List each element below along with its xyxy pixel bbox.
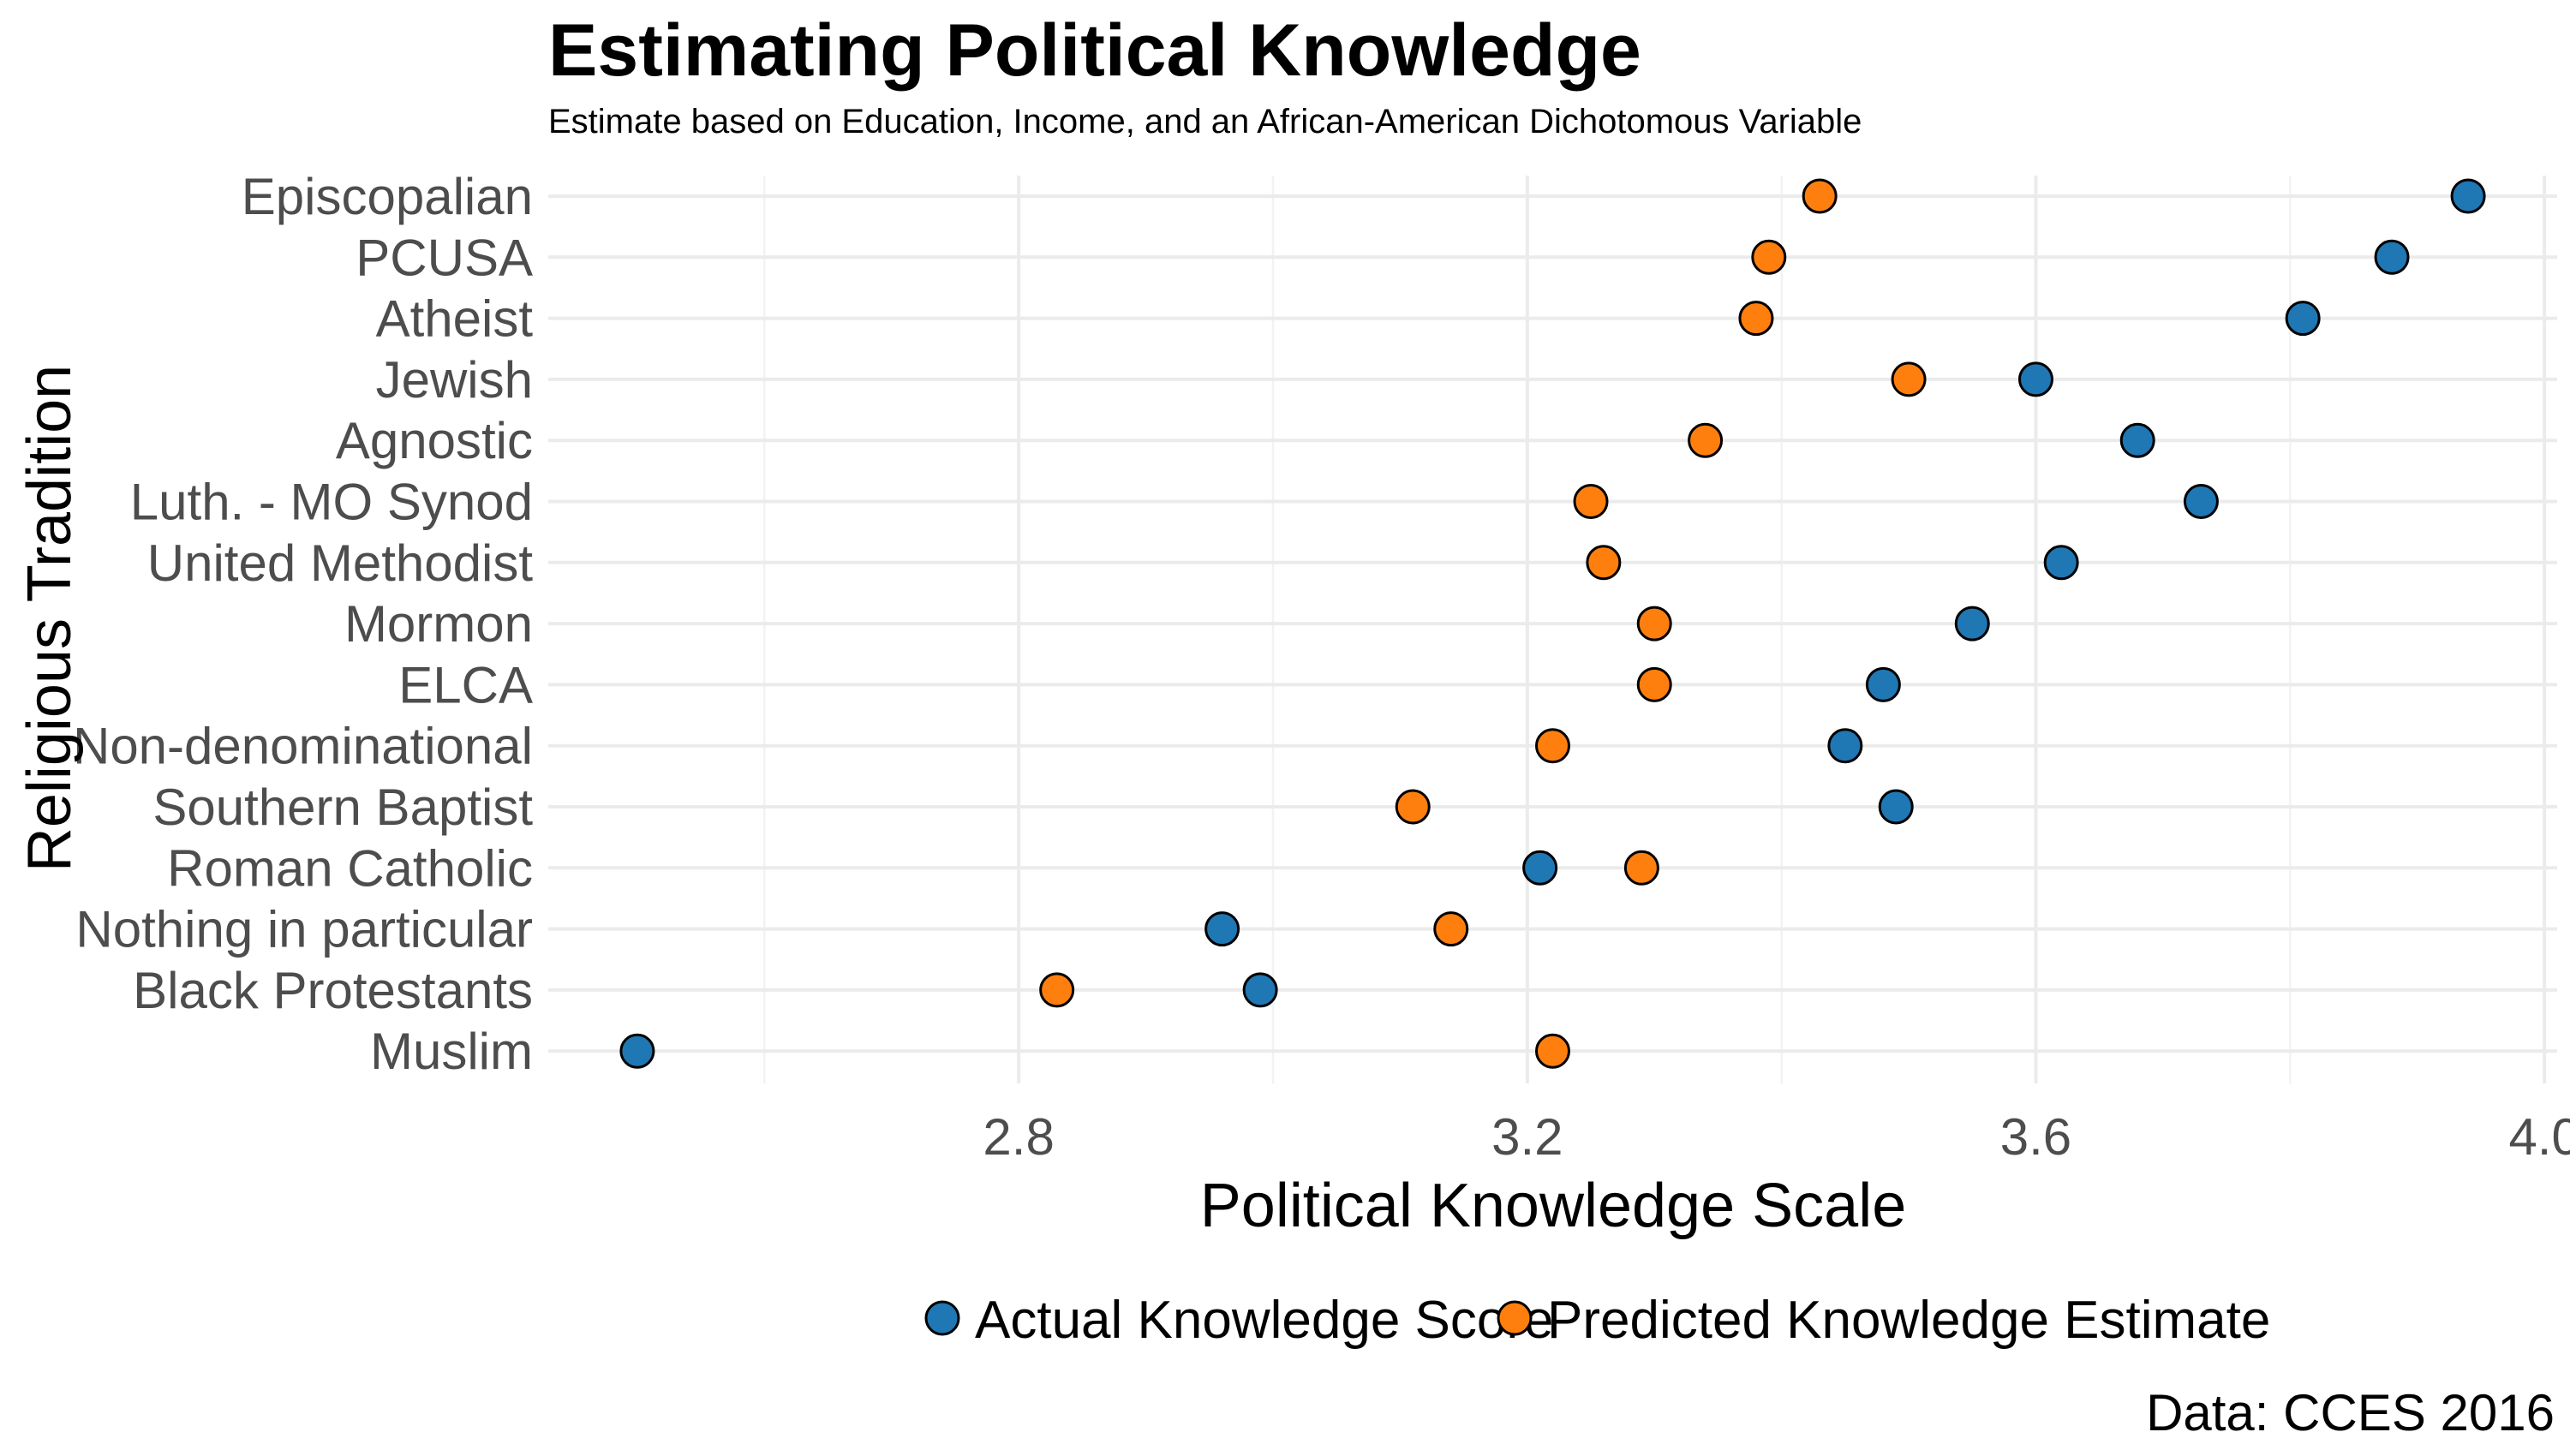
point-predicted xyxy=(1636,666,1672,702)
y-tick-label: Jewish xyxy=(376,351,533,409)
x-tick-label: 3.2 xyxy=(1491,1108,1563,1166)
x-tick-labels: 2.8 3.2 3.6 4.0 xyxy=(983,1108,2570,1166)
point-predicted xyxy=(1688,422,1724,458)
point-predicted xyxy=(1751,239,1787,275)
point-predicted xyxy=(1891,361,1927,397)
y-tick-label: United Methodist xyxy=(147,534,534,592)
point-predicted xyxy=(1573,484,1609,519)
point-actual xyxy=(2017,361,2053,397)
point-actual xyxy=(1878,789,1914,825)
legend-label-actual: Actual Knowledge Score xyxy=(975,1291,1554,1350)
point-actual xyxy=(1827,728,1863,764)
point-predicted xyxy=(1738,301,1774,337)
y-tick-label: Non-denominational xyxy=(73,718,533,775)
y-tick-label: PCUSA xyxy=(356,229,533,286)
legend: Actual Knowledge Score Predicted Knowled… xyxy=(924,1291,2270,1350)
y-tick-label: Mormon xyxy=(344,595,533,653)
grid xyxy=(548,176,2557,1083)
caption: Data: CCES 2016 xyxy=(2146,1384,2555,1441)
point-actual xyxy=(1242,972,1278,1008)
point-actual xyxy=(2119,422,2155,458)
y-tick-label: ELCA xyxy=(398,656,533,713)
y-tick-labels: EpiscopalianPCUSAAtheistJewishAgnosticLu… xyxy=(73,168,533,1080)
point-actual xyxy=(1865,666,1901,702)
y-tick-label: Southern Baptist xyxy=(152,779,533,836)
y-tick-label: Atheist xyxy=(376,290,534,348)
point-actual xyxy=(2043,545,2079,581)
legend-label-predicted: Predicted Knowledge Estimate xyxy=(1547,1291,2270,1350)
x-tick-label: 4.0 xyxy=(2508,1108,2570,1166)
y-tick-label: Luth. - MO Synod xyxy=(130,474,533,531)
point-predicted xyxy=(1623,850,1659,886)
point-predicted xyxy=(1586,545,1622,581)
point-predicted xyxy=(1395,789,1431,825)
chart-title: Estimating Political Knowledge xyxy=(548,9,1641,92)
x-axis-label: Political Knowledge Scale xyxy=(1200,1172,1906,1240)
point-actual xyxy=(2285,301,2321,337)
point-predicted xyxy=(1433,911,1469,947)
point-actual xyxy=(619,1033,655,1069)
point-actual xyxy=(1522,850,1558,886)
data-points xyxy=(619,178,2486,1069)
y-tick-label: Black Protestants xyxy=(133,962,533,1019)
point-actual xyxy=(2374,239,2410,275)
legend-key-actual xyxy=(924,1300,960,1336)
point-predicted xyxy=(1802,178,1838,214)
y-tick-label: Nothing in particular xyxy=(75,901,533,958)
point-predicted xyxy=(1039,972,1075,1008)
y-tick-label: Episcopalian xyxy=(242,168,533,225)
point-predicted xyxy=(1636,606,1672,641)
point-predicted xyxy=(1535,1033,1570,1069)
y-tick-label: Muslim xyxy=(370,1023,533,1080)
chart-subtitle: Estimate based on Education, Income, and… xyxy=(548,103,1862,140)
legend-key-predicted xyxy=(1497,1300,1533,1336)
point-actual xyxy=(1954,606,1990,641)
x-tick-label: 3.6 xyxy=(2000,1108,2071,1166)
y-tick-label: Agnostic xyxy=(336,412,533,469)
point-actual xyxy=(2450,178,2486,214)
point-actual xyxy=(1204,911,1240,947)
point-actual xyxy=(2183,484,2219,519)
y-axis-label: Religious Tradition xyxy=(15,365,84,872)
point-predicted xyxy=(1535,728,1570,764)
x-tick-label: 2.8 xyxy=(983,1108,1054,1166)
y-tick-label: Roman Catholic xyxy=(167,839,533,897)
